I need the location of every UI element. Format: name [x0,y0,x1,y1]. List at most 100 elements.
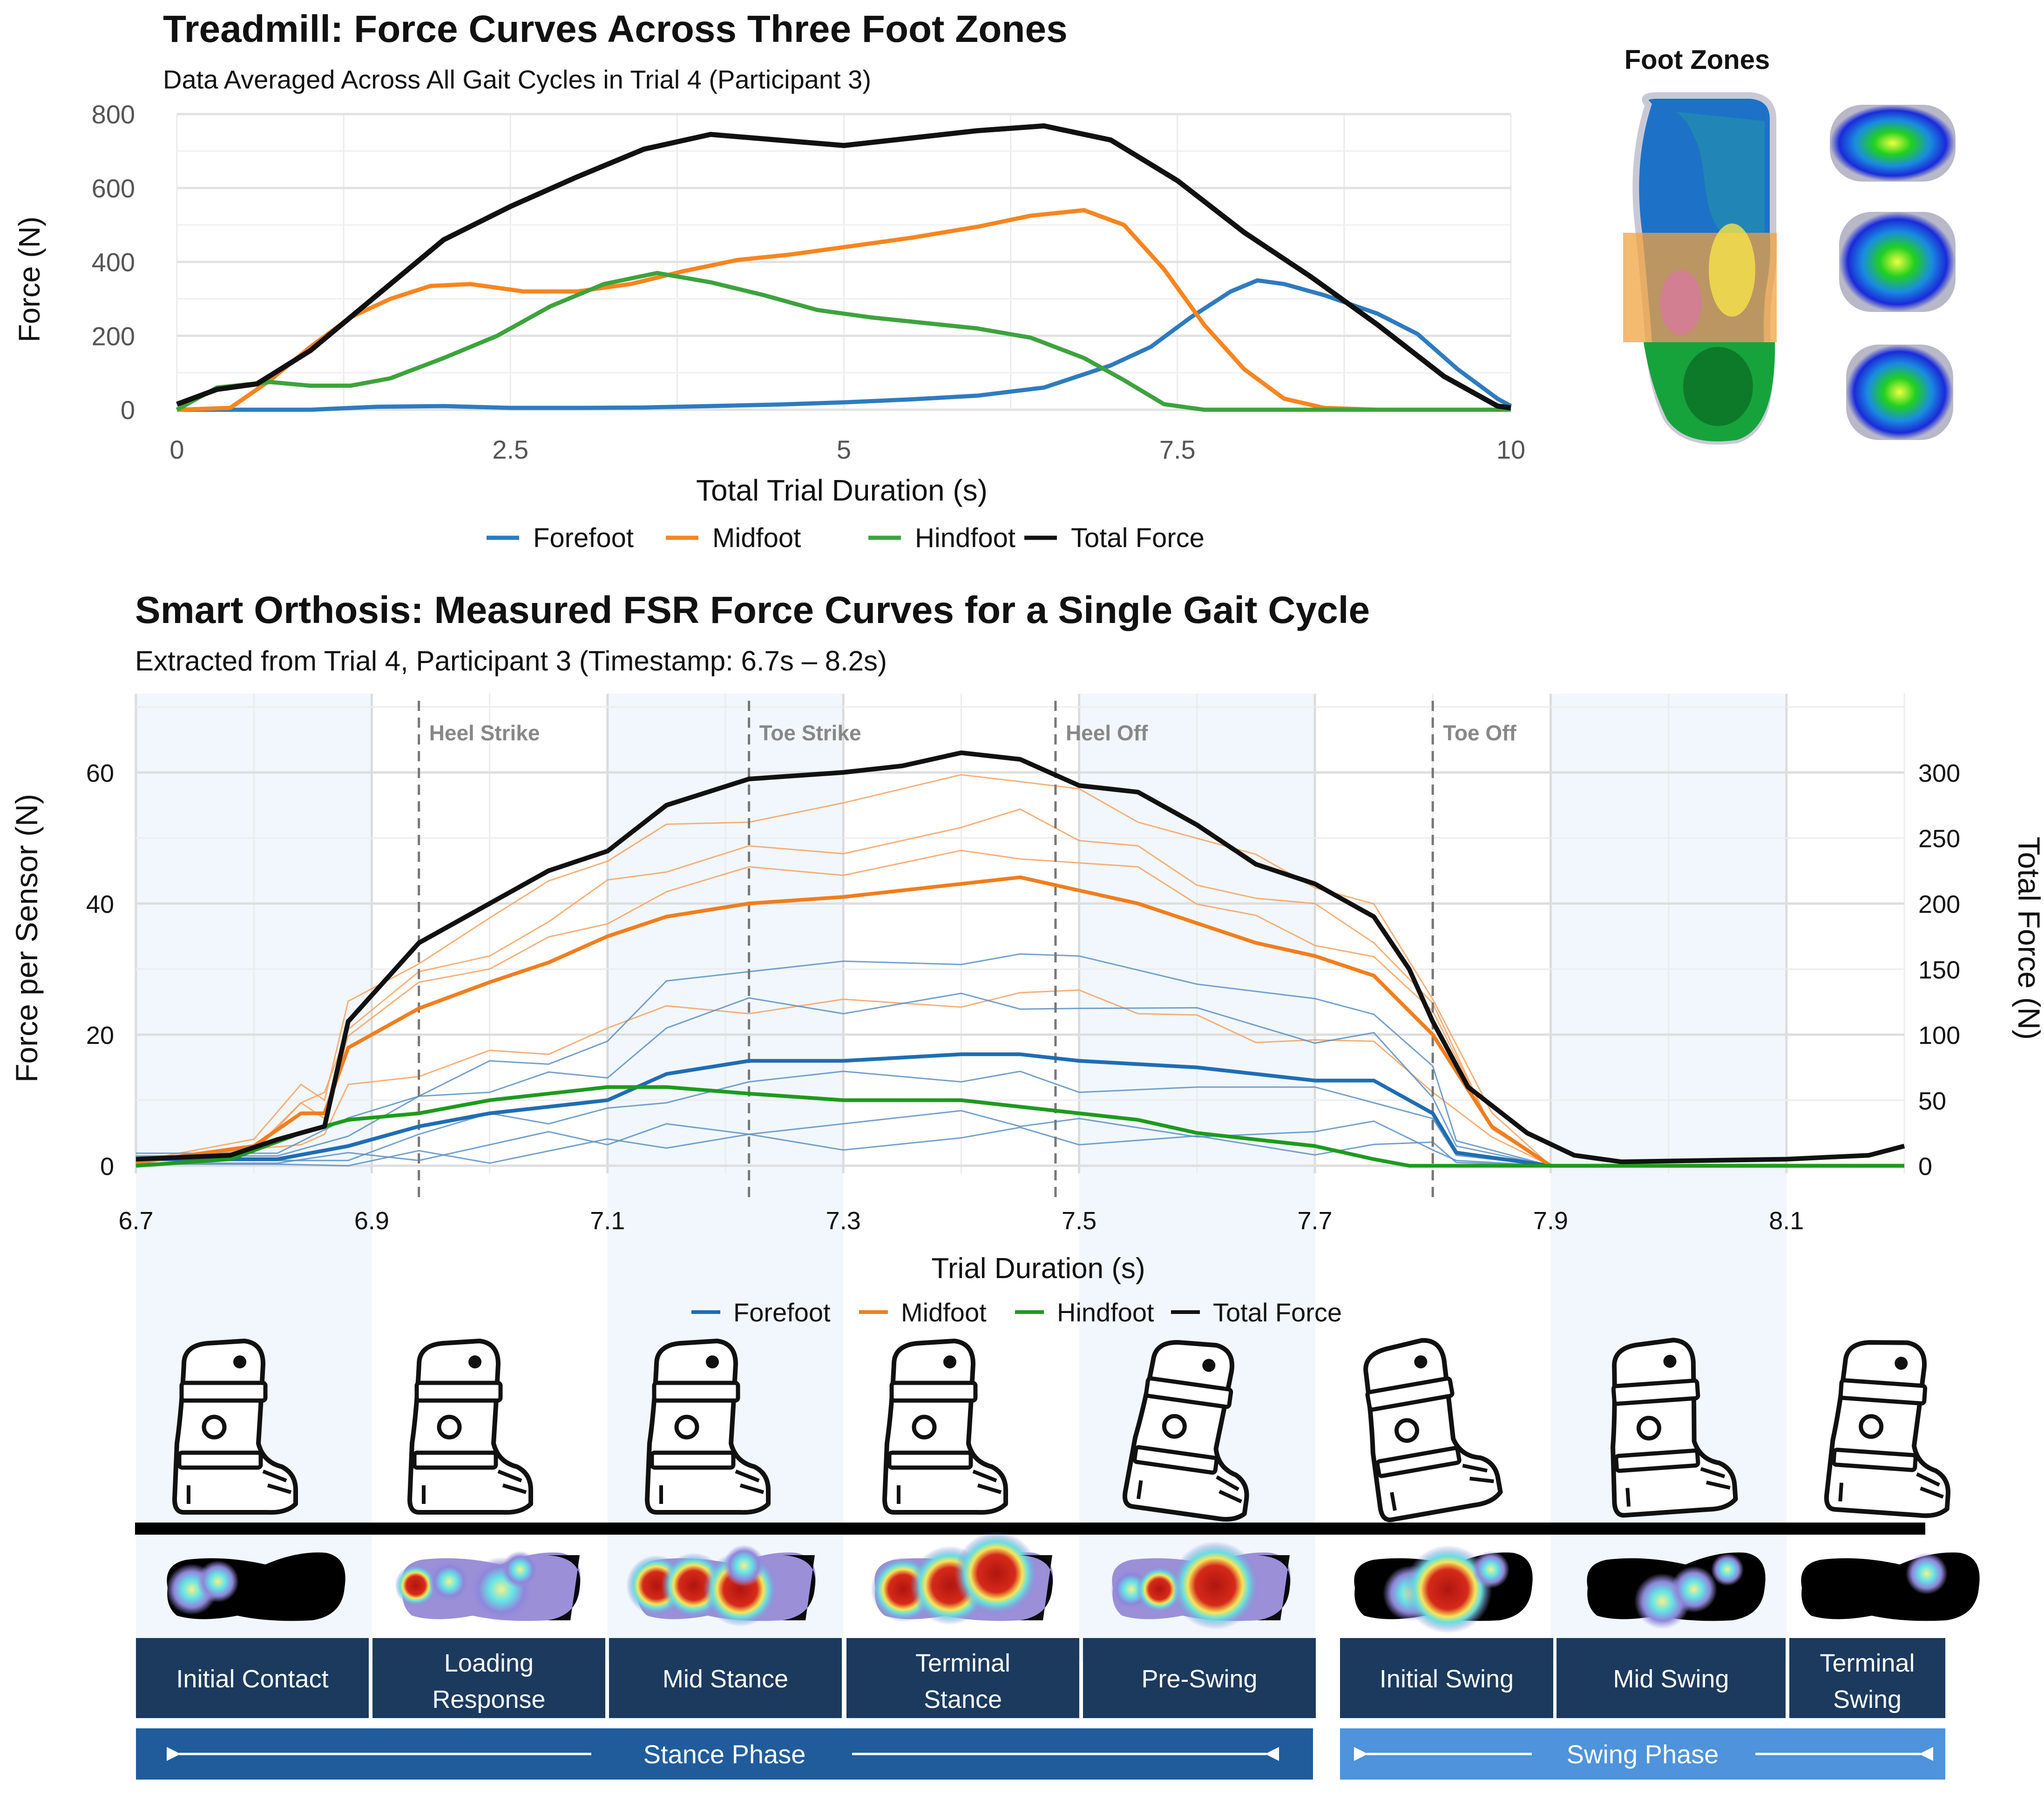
phase-bars: Stance Phase Swing Phase [136,1728,1945,1780]
x-axis-label: Trial Duration (s) [931,1252,1145,1285]
pressure-spot [501,1551,539,1588]
footprint [1354,1545,1533,1634]
x-tick-label: 7.5 [1062,1207,1096,1235]
x-tick-labels: 0 2.5 5 7.5 10 [169,435,1525,464]
event-label: Toe Off [1443,721,1516,745]
strap-upper [889,1381,978,1403]
pressure-spot [197,1560,239,1603]
strap-upper [652,1381,740,1403]
x-tick-label: 8.1 [1769,1207,1804,1235]
foot-zones-panel: Foot Zones [1623,45,1956,445]
sole-detail [1390,1463,1494,1511]
series-lines [135,750,1905,1168]
y2-tick-label: 0 [1918,1153,1932,1181]
y2-tick-label: 150 [1918,956,1960,984]
rivet [943,1355,956,1368]
sole-detail [1838,1472,1944,1502]
phase-label: Mid Swing [1613,1665,1729,1693]
phase-label-line: Stance [924,1686,1002,1713]
rivet [1663,1354,1677,1368]
series-lines [176,123,1512,412]
orthosis-icon [645,1339,771,1515]
midfoot-pad [1839,212,1956,312]
phase-label-line: Loading [444,1649,534,1677]
orthosis-icon [1363,1338,1503,1523]
series-line-forefoot [136,1052,1904,1168]
strap-lower [1614,1449,1700,1473]
phase-label-line: Response [432,1686,545,1713]
phase-box [136,1638,369,1718]
footprint [1801,1552,1980,1621]
pressure-spot [1171,1541,1259,1630]
phase-label: Mid Stance [663,1665,788,1693]
phase-label: Initial Contact [176,1665,328,1693]
legend-label: Total Force [1071,523,1205,553]
foot-zones-title: Foot Zones [1624,45,1770,75]
foot-shadow [1020,1555,1053,1620]
footprint [1110,1541,1291,1630]
series-line-hindfoot [176,271,1511,412]
midfoot-arch [1660,270,1702,335]
series-line-midfoot [135,875,1904,1168]
series-line-total-force [176,123,1511,411]
sole-detail [1136,1475,1242,1503]
sensor-trace-forefoot [136,1110,1904,1167]
sole-detail [1625,1467,1731,1507]
footprint [1587,1552,1766,1629]
strap-lower [177,1450,263,1470]
pressure-spot [1906,1552,1948,1595]
sole-detail [187,1469,292,1504]
x-tick-label: 2.5 [492,435,528,464]
hinge-joint [674,1415,699,1440]
phase-box [1789,1638,1945,1718]
x-tick-label: 5 [837,435,851,464]
strap-lower [887,1450,973,1470]
hinge-joint [1394,1418,1420,1443]
series-line-midfoot [176,208,1511,412]
strap-lower [650,1450,736,1470]
strap-lower [1831,1448,1918,1472]
rivet [706,1355,719,1368]
strap-upper [1144,1376,1233,1409]
y-tick-label: 0 [121,395,135,425]
event-label: Heel Strike [429,721,540,745]
gridlines [176,113,1512,411]
pressure-spot [395,1564,437,1606]
strap-upper [1365,1376,1455,1412]
footprint [395,1551,581,1622]
chart-subtitle: Extracted from Trial 4, Participant 3 (T… [135,645,887,677]
x-tick-label: 7.1 [590,1207,625,1235]
foot-shadow [1257,1555,1291,1620]
chart-subtitle: Data Averaged Across All Gait Cycles in … [163,65,871,94]
midfoot-hotspot [1709,223,1755,317]
pressure-spot [954,1531,1038,1616]
phase-box [846,1638,1079,1718]
legend-label: Forefoot [533,523,634,553]
ground-line [135,1523,1925,1535]
x-tick-label: 10 [1496,435,1525,464]
footprint-heatmaps [166,1531,1980,1634]
rivet [1414,1355,1428,1368]
y2-tick-labels: 0 50 100 150 200 250 300 [1918,759,1960,1181]
foot-shape [1801,1552,1980,1621]
legend-label: Hindfoot [1057,1298,1154,1327]
orthosis-chart: Smart Orthosis: Measured FSR Force Curve… [9,589,2044,1661]
hinge-joint [912,1415,937,1440]
x-tick-label: 7.3 [826,1207,861,1235]
legend-label: Total Force [1213,1298,1342,1327]
strap-lower [1375,1446,1462,1478]
sole-detail [422,1469,527,1504]
foot-pressure-map [1623,92,1777,445]
x-tick-label: 6.9 [354,1207,389,1235]
phase-label: Pre-Swing [1141,1665,1257,1693]
series-line-forefoot [177,278,1512,412]
phase-box [1340,1638,1553,1718]
forefoot-pad [1830,105,1956,182]
phase-box [1557,1638,1786,1718]
chart-title: Smart Orthosis: Measured FSR Force Curve… [135,589,1370,631]
series-line-total-force [135,750,1905,1164]
sole-detail [897,1469,1002,1504]
gait-phase-labels: Initial Contact Loading Response Mid Stance… [136,1638,1945,1718]
y-axis-label: Force per Sensor (N) [9,794,44,1083]
